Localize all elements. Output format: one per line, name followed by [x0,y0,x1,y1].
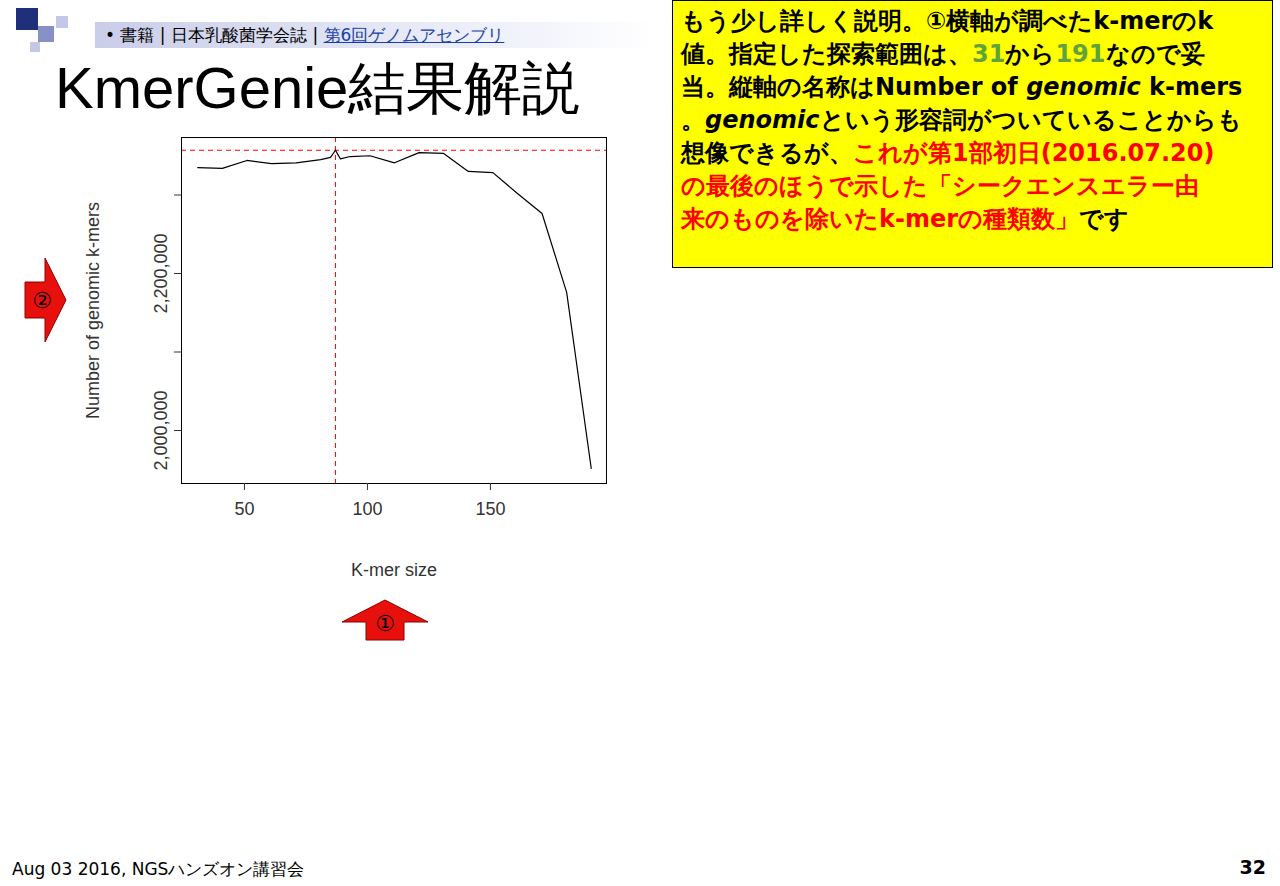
svg-text:①: ① [375,611,395,636]
html-text:当。縦軸の名称はNumber of genomic k-me: 当。縦軸の名称はNumber of genomic k-mers [681,73,1243,101]
html-text:•書籍|日本乳酸菌学会誌|第6回ゲノムアセンブリ: •書籍|日本乳酸菌学会誌|第6回ゲノムアセンブリ [105,25,505,45]
svg-text:100: 100 [352,499,382,519]
html-text:想像できるが、これが第1部初日(2016.07.20): 想像できるが、これが第1部初日(2016.07.20) [681,139,1215,167]
html-text:32: 32 [1239,856,1266,878]
svg-text:2,000,000: 2,000,000 [151,390,171,470]
html-text:来のものを除いたk-merの種類数」です: 来のものを除いたk-merの種類数」です [681,205,1129,233]
html-text:もう少し詳しく説明。①横軸が調べたk-merのk: もう少し詳しく説明。①横軸が調べたk-merのk [681,7,1214,35]
svg-text:Number of genomic k-mers: Number of genomic k-mers [83,202,103,419]
html-text:KmerGenie結果解説: KmerGenie結果解説 [55,55,581,120]
html-text:Aug 03 2016, NGSハンズオン講習会: Aug 03 2016, NGSハンズオン講習会 [12,859,305,879]
svg-text:②: ② [32,288,52,313]
html-text:。genomicという形容詞がついていることからも: 。genomicという形容詞がついていることからも [681,106,1242,134]
svg-text:150: 150 [475,499,505,519]
html-text:値。指定した探索範囲は、31から191なので妥: 値。指定した探索範囲は、31から191なので妥 [681,40,1205,68]
svg-text:K-mer size: K-mer size [351,560,437,580]
svg-text:2,200,000: 2,200,000 [151,233,171,313]
svg-text:50: 50 [234,499,254,519]
html-text:の最後のほうで示した「シークエンスエラー由: の最後のほうで示した「シークエンスエラー由 [681,172,1199,200]
